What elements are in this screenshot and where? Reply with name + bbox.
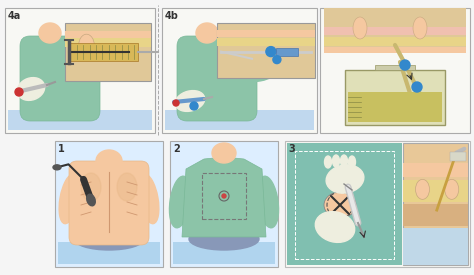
Ellipse shape [79, 34, 94, 58]
Ellipse shape [83, 64, 121, 82]
Bar [170, 141, 278, 267]
Text: 1: 1 [58, 144, 65, 154]
Bar [348, 92, 442, 122]
Bar [276, 48, 298, 56]
Bar [450, 152, 466, 161]
Ellipse shape [340, 155, 347, 167]
Ellipse shape [413, 17, 427, 39]
Bar [5, 8, 155, 133]
Circle shape [412, 82, 422, 92]
Ellipse shape [445, 179, 459, 199]
Bar [202, 173, 246, 219]
Bar [324, 8, 466, 53]
Bar [375, 65, 415, 70]
Bar [403, 163, 468, 177]
Bar [345, 70, 445, 125]
Ellipse shape [353, 17, 367, 39]
Ellipse shape [81, 173, 101, 201]
Ellipse shape [139, 174, 159, 224]
Circle shape [173, 100, 179, 106]
Bar [65, 38, 151, 47]
Bar [65, 23, 151, 81]
Ellipse shape [325, 156, 331, 168]
Bar [403, 204, 468, 226]
Ellipse shape [39, 23, 61, 43]
Circle shape [266, 46, 276, 57]
Circle shape [400, 60, 410, 70]
Bar [403, 180, 468, 202]
Ellipse shape [348, 156, 356, 168]
Bar [173, 242, 275, 264]
Ellipse shape [416, 179, 429, 199]
Bar [217, 30, 315, 37]
Ellipse shape [175, 90, 205, 111]
Circle shape [273, 56, 281, 64]
Text: 3: 3 [288, 144, 295, 154]
Ellipse shape [332, 155, 339, 167]
Ellipse shape [326, 165, 364, 193]
Bar [69, 43, 138, 61]
Ellipse shape [170, 176, 191, 228]
Ellipse shape [315, 212, 355, 242]
Bar [295, 151, 394, 259]
Text: 4b: 4b [165, 11, 179, 21]
Ellipse shape [212, 143, 236, 163]
Text: 2: 2 [173, 144, 180, 154]
FancyBboxPatch shape [177, 36, 257, 121]
Ellipse shape [196, 23, 218, 43]
Bar [287, 143, 402, 265]
Bar [165, 110, 314, 130]
Circle shape [190, 102, 198, 110]
Circle shape [15, 88, 23, 96]
Bar [55, 141, 163, 267]
Bar [403, 143, 468, 265]
Bar [403, 229, 468, 265]
Bar [58, 242, 160, 264]
Bar [324, 27, 466, 35]
Ellipse shape [240, 64, 278, 82]
Bar [324, 47, 466, 53]
Ellipse shape [87, 194, 95, 206]
Ellipse shape [257, 176, 279, 228]
Bar [285, 141, 470, 267]
Ellipse shape [189, 228, 259, 250]
Bar [162, 8, 317, 133]
Ellipse shape [117, 173, 137, 201]
Bar [65, 31, 151, 37]
Ellipse shape [59, 174, 79, 224]
Ellipse shape [53, 165, 61, 170]
FancyBboxPatch shape [20, 36, 100, 121]
Bar [8, 110, 152, 130]
Bar [217, 23, 315, 78]
Polygon shape [182, 157, 266, 237]
Text: 4a: 4a [8, 11, 21, 21]
Bar [320, 8, 470, 133]
Bar [324, 37, 466, 46]
Ellipse shape [18, 78, 45, 100]
FancyBboxPatch shape [69, 161, 149, 245]
Ellipse shape [96, 150, 122, 172]
Bar [217, 38, 315, 46]
Ellipse shape [74, 228, 144, 250]
Circle shape [222, 194, 226, 198]
Ellipse shape [324, 192, 356, 218]
